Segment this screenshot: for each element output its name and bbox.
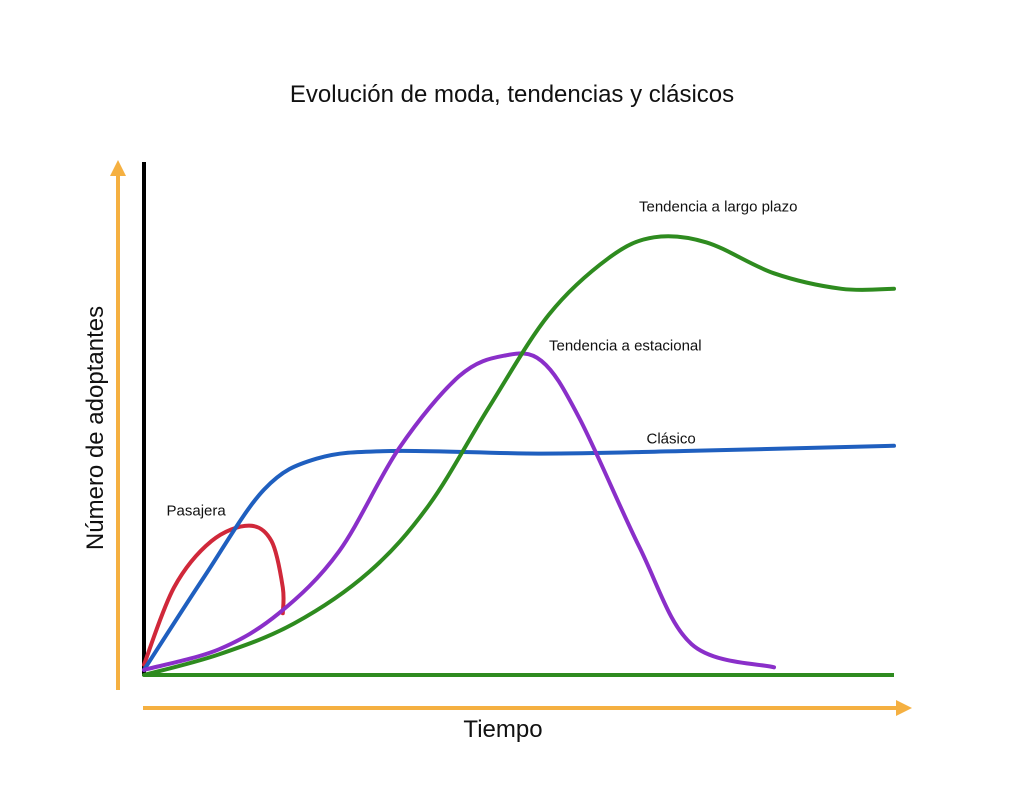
series-line-tendencia-a-largo-plazo [142, 234, 896, 677]
series-line-clasico [142, 443, 896, 672]
series-label-tendencia-a-estacional: Tendencia a estacional [549, 338, 702, 355]
label-layer: Pasajera Tendencia a largo plazo Tendencia… [167, 199, 798, 520]
series-line-pasajera [142, 523, 286, 667]
series-label-clasico: Clásico [647, 430, 696, 447]
series-label-pasajera: Pasajera [167, 502, 227, 519]
x-axis-title: Tiempo [463, 716, 542, 743]
y-axis-title: Número de adoptantes [82, 306, 109, 550]
series-layer [142, 234, 896, 677]
series-line-tendencia-a-estacional [142, 351, 776, 672]
chart-title: Evolución de moda, tendencias y clásicos [290, 81, 734, 108]
series-label-tendencia-a-largo-plazo: Tendencia a largo plazo [639, 199, 797, 216]
